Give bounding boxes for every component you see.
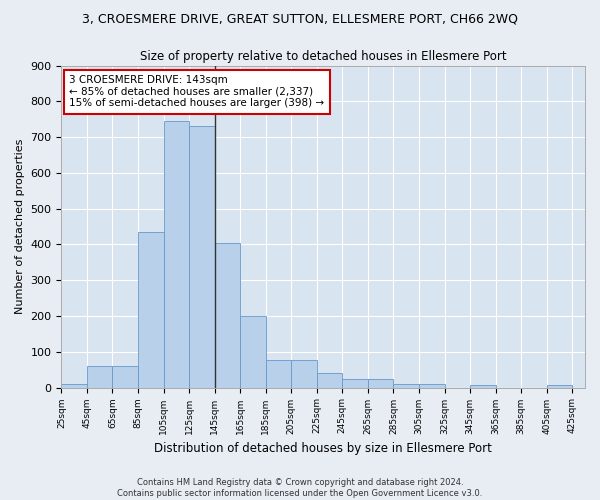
Bar xyxy=(112,366,138,388)
Bar xyxy=(343,378,368,388)
Bar xyxy=(138,232,164,388)
Bar xyxy=(266,360,291,388)
Bar xyxy=(215,242,240,388)
Text: 3, CROESMERE DRIVE, GREAT SUTTON, ELLESMERE PORT, CH66 2WQ: 3, CROESMERE DRIVE, GREAT SUTTON, ELLESM… xyxy=(82,12,518,26)
Bar xyxy=(61,384,87,388)
Bar xyxy=(317,374,343,388)
Y-axis label: Number of detached properties: Number of detached properties xyxy=(15,139,25,314)
Text: 3 CROESMERE DRIVE: 143sqm
← 85% of detached houses are smaller (2,337)
15% of se: 3 CROESMERE DRIVE: 143sqm ← 85% of detac… xyxy=(69,75,325,108)
Bar xyxy=(394,384,419,388)
Bar xyxy=(368,378,394,388)
Bar xyxy=(419,384,445,388)
Bar xyxy=(291,360,317,388)
Bar xyxy=(164,121,189,388)
Text: Contains HM Land Registry data © Crown copyright and database right 2024.
Contai: Contains HM Land Registry data © Crown c… xyxy=(118,478,482,498)
Title: Size of property relative to detached houses in Ellesmere Port: Size of property relative to detached ho… xyxy=(140,50,506,63)
X-axis label: Distribution of detached houses by size in Ellesmere Port: Distribution of detached houses by size … xyxy=(154,442,492,455)
Bar xyxy=(240,316,266,388)
Bar xyxy=(470,384,496,388)
Bar xyxy=(547,384,572,388)
Bar xyxy=(189,126,215,388)
Bar xyxy=(87,366,112,388)
